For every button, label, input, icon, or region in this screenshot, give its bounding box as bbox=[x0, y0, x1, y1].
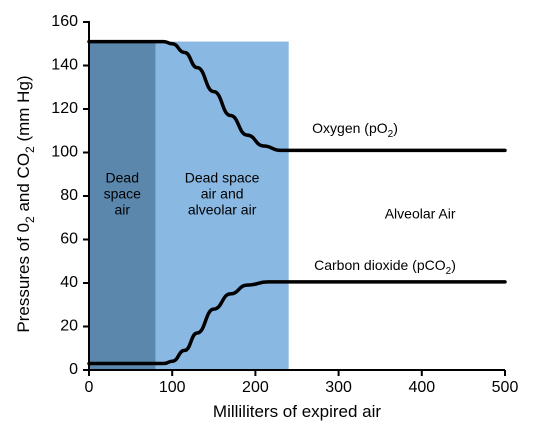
region-dead-space bbox=[89, 41, 156, 370]
carbon-dioxide-label: Carbon dioxide (pCO2) bbox=[314, 257, 456, 277]
axes: 0 20 40 60 80 100 120 140 160 0 100 200 300 400 500 Mil… bbox=[14, 13, 518, 421]
region-mixed-air-label: air and bbox=[201, 186, 244, 202]
x-axis-title: Milliliters of expired air bbox=[213, 402, 381, 421]
x-tick-label: 0 bbox=[85, 379, 94, 396]
y-tick-label: 60 bbox=[60, 231, 78, 248]
oxygen-line bbox=[87, 39, 507, 153]
region-dead-space-label: air bbox=[114, 202, 130, 218]
regions bbox=[89, 41, 289, 370]
y-axis-title: Pressures of 02 and CO2 (mm Hg) bbox=[14, 75, 37, 332]
y-tick-label: 140 bbox=[51, 57, 78, 74]
region-mixed-air-label: alveolar air bbox=[188, 202, 257, 218]
y-tick-label: 0 bbox=[69, 361, 78, 378]
region-mixed-air-label: Dead space bbox=[185, 170, 260, 186]
y-tick-label: 20 bbox=[60, 318, 78, 335]
carbon-dioxide-line bbox=[87, 280, 507, 366]
series-lines bbox=[87, 39, 507, 366]
region-dead-space-label: Dead bbox=[106, 170, 139, 186]
x-tick-label: 500 bbox=[492, 379, 519, 396]
y-tick-label: 100 bbox=[51, 144, 78, 161]
y-tick-label: 160 bbox=[51, 13, 78, 30]
x-tick-label: 100 bbox=[159, 379, 186, 396]
region-dead-space-label: space bbox=[104, 186, 142, 202]
region-mixed-air bbox=[155, 41, 289, 370]
y-tick-label: 80 bbox=[60, 187, 78, 204]
y-tick-label: 40 bbox=[60, 274, 78, 291]
x-tick-label: 200 bbox=[242, 379, 269, 396]
x-tick-label: 300 bbox=[325, 379, 352, 396]
oxygen-label: Oxygen (pO2) bbox=[312, 120, 398, 140]
x-tick-label: 400 bbox=[408, 379, 435, 396]
region-alveolar-air-label: Alveolar Air bbox=[385, 206, 456, 222]
y-tick-label: 120 bbox=[51, 100, 78, 117]
